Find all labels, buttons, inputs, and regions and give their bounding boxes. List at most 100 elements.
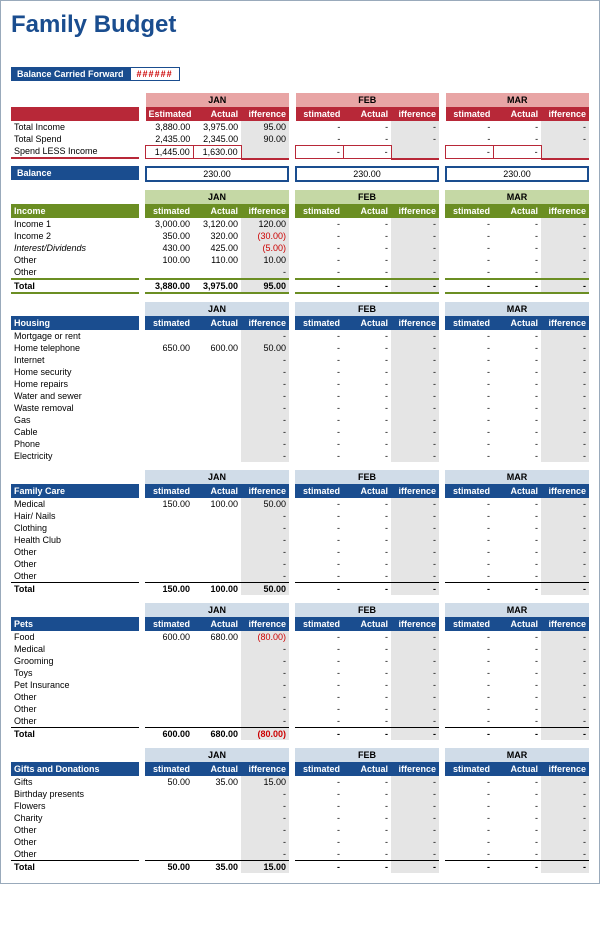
cell-diff: - (391, 558, 439, 570)
col-actual: Actual (493, 617, 541, 631)
cell-diff: - (541, 703, 589, 715)
cell-act (193, 510, 241, 522)
cell-act: - (343, 703, 391, 715)
row-label: Flowers (11, 800, 139, 812)
table-row: - - - (295, 691, 439, 703)
cell-act: - (493, 266, 541, 279)
table-row: Other (11, 703, 139, 715)
cell-diff: - (541, 582, 589, 595)
month-header: JAN (145, 302, 289, 316)
cell-est (145, 655, 193, 667)
table-row: Flowers (11, 800, 139, 812)
cell-diff: - (241, 450, 289, 462)
cell-act: 425.00 (193, 242, 241, 254)
cell-act: - (343, 776, 391, 788)
cell-est: - (295, 498, 343, 510)
table-row: - - - (295, 438, 439, 450)
table-row: - - - (445, 498, 589, 510)
cell-est: - (445, 812, 493, 824)
cell-act: - (343, 788, 391, 800)
cell-diff: - (541, 715, 589, 728)
cell-diff: - (541, 438, 589, 450)
cell-diff: - (541, 534, 589, 546)
cell-act: 600.00 (193, 342, 241, 354)
cell-diff: - (241, 378, 289, 390)
cell-act (193, 450, 241, 462)
table-row: - - - (295, 426, 439, 438)
cell-act: - (493, 860, 541, 873)
cell-act: - (493, 776, 541, 788)
cell-act: - (493, 570, 541, 583)
col-actual: Actual (493, 762, 541, 776)
table-row: - - - (445, 266, 589, 279)
cell-act (193, 788, 241, 800)
row-label: Interest/Dividends (11, 242, 139, 254)
cell-act: - (343, 824, 391, 836)
cell-est (145, 800, 193, 812)
cell-est: - (295, 510, 343, 522)
table-row: - - - (295, 812, 439, 824)
cell-diff: - (391, 800, 439, 812)
table-row: 150.00 100.00 50.00 (145, 498, 289, 510)
cell-diff: - (391, 715, 439, 728)
cell-act (193, 546, 241, 558)
cell-est: - (445, 366, 493, 378)
cell-act: - (493, 800, 541, 812)
col-estimated: stimated (296, 107, 344, 121)
col-estimated: stimated (145, 316, 193, 330)
cell-diff: - (241, 534, 289, 546)
total-row: 600.00 680.00 (80.00) (145, 727, 289, 740)
month-header: JAN (145, 748, 289, 762)
cell-diff: - (241, 703, 289, 715)
cell-est: 650.00 (145, 342, 193, 354)
table-row: 600.00 680.00 (80.00) (145, 631, 289, 643)
table-row: - - - (295, 824, 439, 836)
cell-act: - (343, 546, 391, 558)
table-row: - (145, 800, 289, 812)
bcf-label: Balance Carried Forward (11, 67, 130, 81)
cell-act: - (493, 812, 541, 824)
cell-est: - (445, 266, 493, 279)
cell-est: - (445, 242, 493, 254)
cell-diff: - (391, 776, 439, 788)
cell-est: - (295, 546, 343, 558)
table-row: - - - (295, 254, 439, 266)
table-row: - (145, 655, 289, 667)
row-label: Internet (11, 354, 139, 366)
table-row: - - - (295, 510, 439, 522)
table-row: - (145, 510, 289, 522)
cell-est: 50.00 (145, 776, 193, 788)
table-row: - - - (445, 655, 589, 667)
cell-diff: - (541, 390, 589, 402)
section-title: Gifts and Donations (11, 762, 139, 776)
cell-act: - (493, 655, 541, 667)
cell-est: - (445, 426, 493, 438)
cell-act: - (343, 667, 391, 679)
balance-jan: 230.00 (145, 166, 289, 182)
cell-est: - (295, 450, 343, 462)
table-row: --- (446, 133, 590, 146)
table-row: - - - (295, 848, 439, 861)
table-row: Food (11, 631, 139, 643)
cell-est: - (445, 414, 493, 426)
cell-est (145, 691, 193, 703)
cell-est: - (295, 279, 343, 293)
table-row: Home security (11, 366, 139, 378)
cell-act: - (493, 715, 541, 728)
cell-act: - (493, 390, 541, 402)
table-row: - - - (295, 703, 439, 715)
cell-diff: - (541, 366, 589, 378)
table-row: Waste removal (11, 402, 139, 414)
table-row: - (145, 390, 289, 402)
cell-act (193, 558, 241, 570)
cell-diff: - (391, 534, 439, 546)
cell-act (193, 643, 241, 655)
cell-est: - (295, 522, 343, 534)
cell-est: - (445, 402, 493, 414)
cell-est: - (445, 438, 493, 450)
month-header: JAN (146, 93, 290, 107)
table-row: Health Club (11, 534, 139, 546)
cell-est: 50.00 (145, 860, 193, 873)
cell-est: - (295, 800, 343, 812)
cell-act (193, 679, 241, 691)
